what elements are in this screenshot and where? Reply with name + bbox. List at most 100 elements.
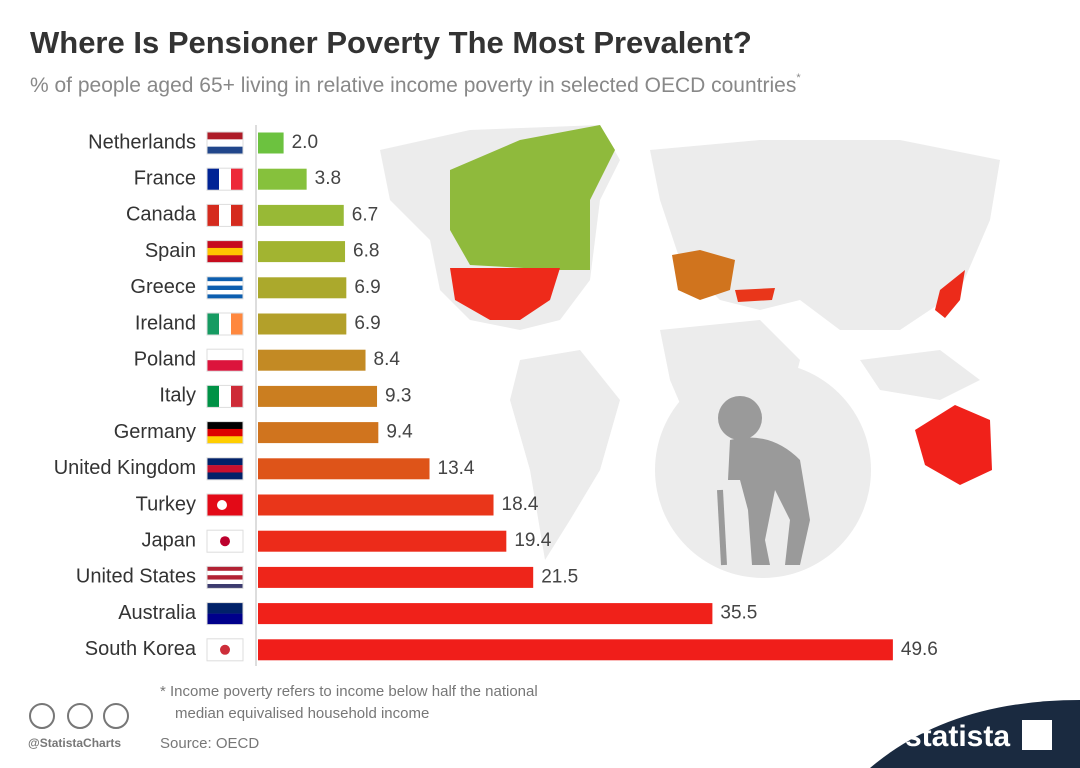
footnote-line: median equivalised household income <box>175 705 429 722</box>
world-map <box>380 125 1000 560</box>
flag-border <box>206 167 244 191</box>
flag-emblem <box>220 536 230 547</box>
value-label: 6.8 <box>353 241 379 262</box>
flag <box>206 312 244 336</box>
bar <box>258 458 430 480</box>
flag <box>206 276 244 300</box>
bar <box>258 639 893 661</box>
chart-title: Where Is Pensioner Poverty The Most Prev… <box>30 25 752 60</box>
flag-stripe <box>207 385 220 408</box>
flag-stripe <box>207 168 220 191</box>
flag-stripe <box>207 613 243 625</box>
flag-border <box>206 638 244 662</box>
category-label: United Kingdom <box>54 457 196 479</box>
flag-stripe <box>207 294 243 299</box>
flag-stripe <box>207 421 243 430</box>
flag-stripe <box>231 168 244 191</box>
value-label: 2.0 <box>292 132 318 153</box>
flag-stripe <box>207 146 243 155</box>
category-label: Japan <box>142 529 197 551</box>
flag <box>206 131 244 155</box>
bar <box>258 313 347 335</box>
category-label: Turkey <box>136 493 196 515</box>
bar <box>258 168 307 190</box>
value-label: 9.3 <box>385 385 411 406</box>
bar <box>258 494 494 516</box>
handle: @StatistaCharts <box>28 736 121 750</box>
value-label: 8.4 <box>374 349 401 370</box>
flag-stripe <box>219 168 232 191</box>
brand: statista <box>905 720 1010 753</box>
category-label: France <box>134 167 196 189</box>
category-label: Canada <box>126 204 197 226</box>
flag-border <box>206 602 244 626</box>
category-label: South Korea <box>85 638 197 660</box>
value-label: 21.5 <box>541 566 578 587</box>
category-label: Germany <box>114 421 196 443</box>
flag-stripe <box>207 313 220 335</box>
flag-border <box>206 240 244 264</box>
bar <box>258 603 713 625</box>
value-label: 3.8 <box>315 168 341 189</box>
bars: Netherlands 2.0 France 3.8 Canada 6.7 Spain 6.8… <box>54 131 938 662</box>
flag-stripe <box>207 255 243 263</box>
flag-stripe <box>207 465 243 473</box>
flag <box>206 203 244 227</box>
flag-border <box>206 457 244 481</box>
flag-stripe <box>207 457 243 466</box>
flag-stripe <box>231 385 244 408</box>
flag <box>206 529 244 553</box>
subtitle-mark: * <box>796 72 801 84</box>
value-label: 19.4 <box>514 530 551 551</box>
bar <box>258 530 507 552</box>
flag <box>206 384 244 408</box>
flag-stripe <box>219 385 232 408</box>
flag-stripe <box>207 575 243 580</box>
category-label: Australia <box>118 602 197 624</box>
flag-stripe <box>207 579 243 585</box>
value-label: 35.5 <box>720 603 757 624</box>
flag-stripe <box>207 602 243 614</box>
flag <box>206 493 244 517</box>
category-label: Greece <box>130 276 196 298</box>
flag-emblem <box>217 500 227 510</box>
value-label: 6.9 <box>354 313 380 334</box>
flag-stripe <box>207 472 243 480</box>
flag <box>206 565 244 589</box>
bar <box>258 385 378 407</box>
bar <box>258 277 347 299</box>
flag-border <box>206 384 244 408</box>
value-label: 13.4 <box>438 458 475 479</box>
flag-stripe <box>207 360 243 372</box>
flag-stripe <box>207 281 243 286</box>
flag-border <box>206 421 244 445</box>
flag <box>206 421 244 445</box>
flag <box>206 348 244 372</box>
flag-stripe <box>207 570 243 576</box>
category-label: Ireland <box>135 312 196 334</box>
bar <box>258 132 284 154</box>
footnote-line: * Income poverty refers to income below … <box>160 683 538 700</box>
flag-border <box>206 529 244 553</box>
category-label: United States <box>76 566 196 588</box>
flag-stripe <box>207 240 243 249</box>
flag-stripe <box>207 436 243 444</box>
category-label: Poland <box>134 348 196 370</box>
flag-stripe <box>219 313 232 335</box>
chart-subtitle: % of people aged 65+ living in relative … <box>30 72 801 97</box>
bar <box>258 566 534 588</box>
category-label: Netherlands <box>88 131 196 153</box>
flag-border <box>206 131 244 155</box>
flag-stripe <box>207 428 243 437</box>
value-label: 6.9 <box>354 277 380 298</box>
bar <box>258 422 379 444</box>
flag-stripe <box>207 566 243 571</box>
flag-border <box>206 565 244 589</box>
flag-stripe <box>207 290 243 295</box>
value-label: 18.4 <box>502 494 539 515</box>
flag-border <box>206 493 244 517</box>
flag <box>206 240 244 264</box>
brand-logo <box>1022 720 1052 750</box>
value-label: 9.4 <box>386 422 413 443</box>
flag-border <box>206 276 244 300</box>
